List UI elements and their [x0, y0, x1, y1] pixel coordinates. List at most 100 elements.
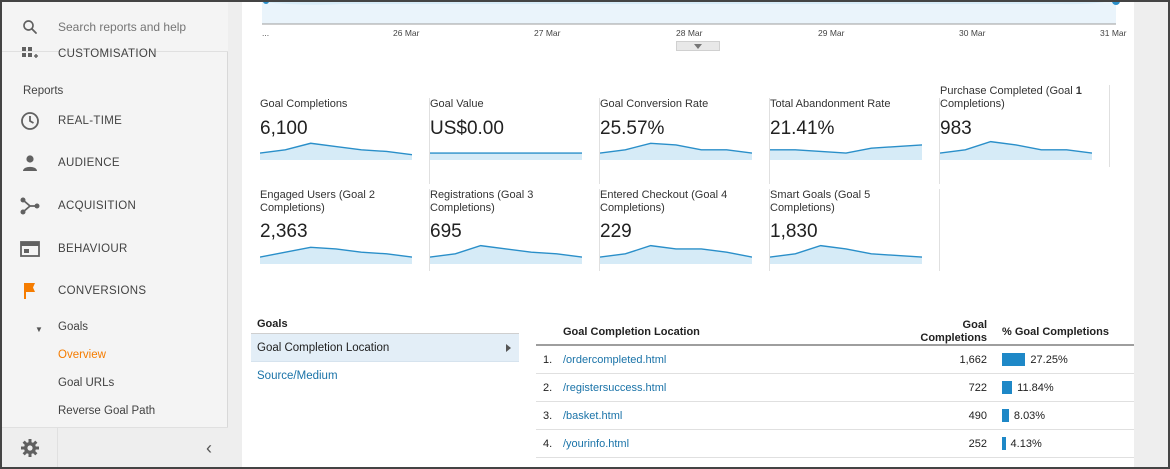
axis-tick-label: 26 Mar: [393, 28, 420, 38]
metric-goal-conversion-rate[interactable]: Goal Conversion Rate 25.57%: [600, 98, 770, 184]
right-gutter: [1148, 2, 1168, 467]
metric-purchase-completed[interactable]: Purchase Completed (Goal 1 Completions) …: [940, 85, 1110, 167]
metric-value: 6,100: [260, 118, 308, 139]
metric-label: Smart Goals (Goal 5 Completions): [770, 189, 871, 214]
main-content: ... 26 Mar 27 Mar 28 Mar 29 Mar 30 Mar 3…: [242, 2, 1134, 467]
column-header-completions[interactable]: Goal Completions: [920, 319, 987, 344]
row-index: 3.: [543, 410, 553, 422]
goals-dimension-panel: Goals Goal Completion Location Source/Me…: [251, 318, 519, 390]
metric-value: 695: [430, 221, 462, 242]
sidebar-item-reverse-goal-path[interactable]: Reverse Goal Path: [58, 405, 156, 417]
sparkline-line: [940, 140, 1092, 154]
clock-icon: [2, 111, 58, 131]
sidebar-item-goals[interactable]: Goals: [58, 321, 89, 333]
pct-value: 27.25%: [1030, 354, 1068, 366]
location-link[interactable]: /basket.html: [563, 410, 623, 422]
metric-smart-goals[interactable]: Smart Goals (Goal 5 Completions) 1,830: [770, 189, 940, 271]
column-header-location[interactable]: Goal Completion Location: [563, 326, 700, 338]
axis-tick-label: 30 Mar: [959, 28, 986, 38]
metric-label: Entered Checkout (Goal 4 Completions): [600, 189, 728, 214]
metric-value: 1,830: [770, 221, 818, 242]
metric-entered-checkout[interactable]: Entered Checkout (Goal 4 Completions) 22…: [600, 189, 770, 271]
sidebar-item-audience[interactable]: AUDIENCE: [2, 143, 228, 183]
table-row: 1. /ordercompleted.html 1,662 27.25%: [536, 346, 1134, 374]
sparkline: [770, 244, 922, 264]
metric-value: 983: [940, 118, 972, 139]
dimension-source-medium[interactable]: Source/Medium: [257, 370, 338, 382]
search-bar[interactable]: [2, 2, 228, 52]
sparkline: [260, 246, 412, 264]
completions-value: 490: [968, 410, 987, 422]
table-row: 3. /basket.html 490 8.03%: [536, 402, 1134, 430]
flag-icon: [2, 282, 58, 300]
customisation-icon: [2, 47, 58, 61]
metric-label: Goal Value: [430, 98, 484, 110]
sparkline: [600, 244, 752, 264]
metric-engaged-users[interactable]: Engaged Users (Goal 2 Completions) 2,363: [260, 189, 430, 271]
sidebar: CUSTOMISATION Reports REAL-TIME AUDIENCE…: [2, 2, 228, 468]
person-icon: [2, 154, 58, 172]
sparkline-area: [260, 143, 412, 160]
sidebar-item-behaviour[interactable]: BEHAVIOUR: [2, 229, 228, 269]
sparkline: [260, 142, 412, 160]
sidebar-item-label: AUDIENCE: [58, 157, 120, 169]
pct-bar: [1002, 437, 1006, 450]
search-input[interactable]: [58, 19, 218, 34]
sparkline-line: [770, 244, 922, 258]
sparkline-line: [600, 142, 752, 154]
metric-goal-completions[interactable]: Goal Completions 6,100: [260, 98, 430, 184]
behaviour-icon: [2, 241, 58, 257]
search-icon[interactable]: [2, 18, 58, 36]
metric-registrations[interactable]: Registrations (Goal 3 Completions) 695: [430, 189, 600, 271]
location-link[interactable]: /yourinfo.html: [563, 438, 630, 450]
sidebar-item-overview[interactable]: Overview: [58, 349, 106, 361]
sparkline-area: [770, 144, 922, 160]
completions-value: 722: [968, 382, 987, 394]
sidebar-item-acquisition[interactable]: ACQUISITION: [2, 186, 228, 226]
completions-value: 1,662: [959, 354, 987, 366]
dimension-label: Goal Completion Location: [257, 341, 390, 354]
dimension-goal-completion-location[interactable]: Goal Completion Location: [251, 334, 519, 362]
sidebar-item-real-time[interactable]: REAL-TIME: [2, 101, 228, 141]
expand-chart-button[interactable]: [676, 41, 720, 51]
column-header-pct[interactable]: % Goal Completions: [1002, 326, 1109, 338]
sparkline: [770, 144, 922, 160]
sidebar-item-goal-urls[interactable]: Goal URLs: [58, 377, 115, 389]
pct-value: 8.03%: [1013, 410, 1046, 422]
sparkline-line: [260, 142, 412, 156]
metric-label: Goal Completions: [260, 98, 348, 110]
metric-label: Registrations (Goal 3 Completions): [430, 189, 534, 214]
table-header: Goal Completion Location Goal Completion…: [536, 318, 1134, 346]
axis-tick-label: 31 Mar: [1100, 28, 1127, 38]
sidebar-item-label: BEHAVIOUR: [58, 243, 128, 255]
chevron-down-icon: [694, 43, 702, 49]
metric-label: Purchase Completed (Goal 1 Completions): [940, 85, 1082, 110]
pct-bar: [1002, 381, 1013, 394]
caret-down-icon[interactable]: ▼: [35, 325, 43, 334]
completions-value: 252: [968, 438, 987, 450]
pct-value: 11.84%: [1017, 382, 1054, 394]
sparkline-area: [600, 143, 752, 160]
row-index: 1.: [543, 354, 553, 366]
metric-goal-value[interactable]: Goal Value US$0.00: [430, 98, 600, 184]
sparkline-line: [770, 144, 922, 154]
sidebar-item-conversions[interactable]: CONVERSIONS: [2, 271, 228, 311]
sparkline-line: [260, 246, 412, 258]
sparkline: [430, 244, 582, 264]
sparkline: [430, 152, 582, 160]
sidebar-item-label: REAL-TIME: [58, 115, 123, 127]
metric-label: Goal Conversion Rate: [600, 98, 709, 110]
pct-value: 4.13%: [1010, 438, 1042, 450]
metric-total-abandonment-rate[interactable]: Total Abandonment Rate 21.41%: [770, 98, 940, 184]
location-link[interactable]: /registersuccess.html: [563, 382, 667, 394]
location-link[interactable]: /ordercompleted.html: [563, 354, 667, 366]
sparkline: [940, 140, 1092, 160]
collapse-chevron-icon[interactable]: ‹: [206, 438, 212, 458]
goals-panel-header: Goals: [251, 318, 519, 334]
table-row: 2. /registersuccess.html 722 11.84%: [536, 374, 1134, 402]
metric-value: 229: [600, 221, 632, 242]
sidebar-item-customisation[interactable]: CUSTOMISATION: [2, 40, 228, 68]
metric-value: 25.57%: [600, 118, 665, 139]
gear-icon[interactable]: [2, 428, 58, 468]
metric-value: 2,363: [260, 221, 308, 242]
